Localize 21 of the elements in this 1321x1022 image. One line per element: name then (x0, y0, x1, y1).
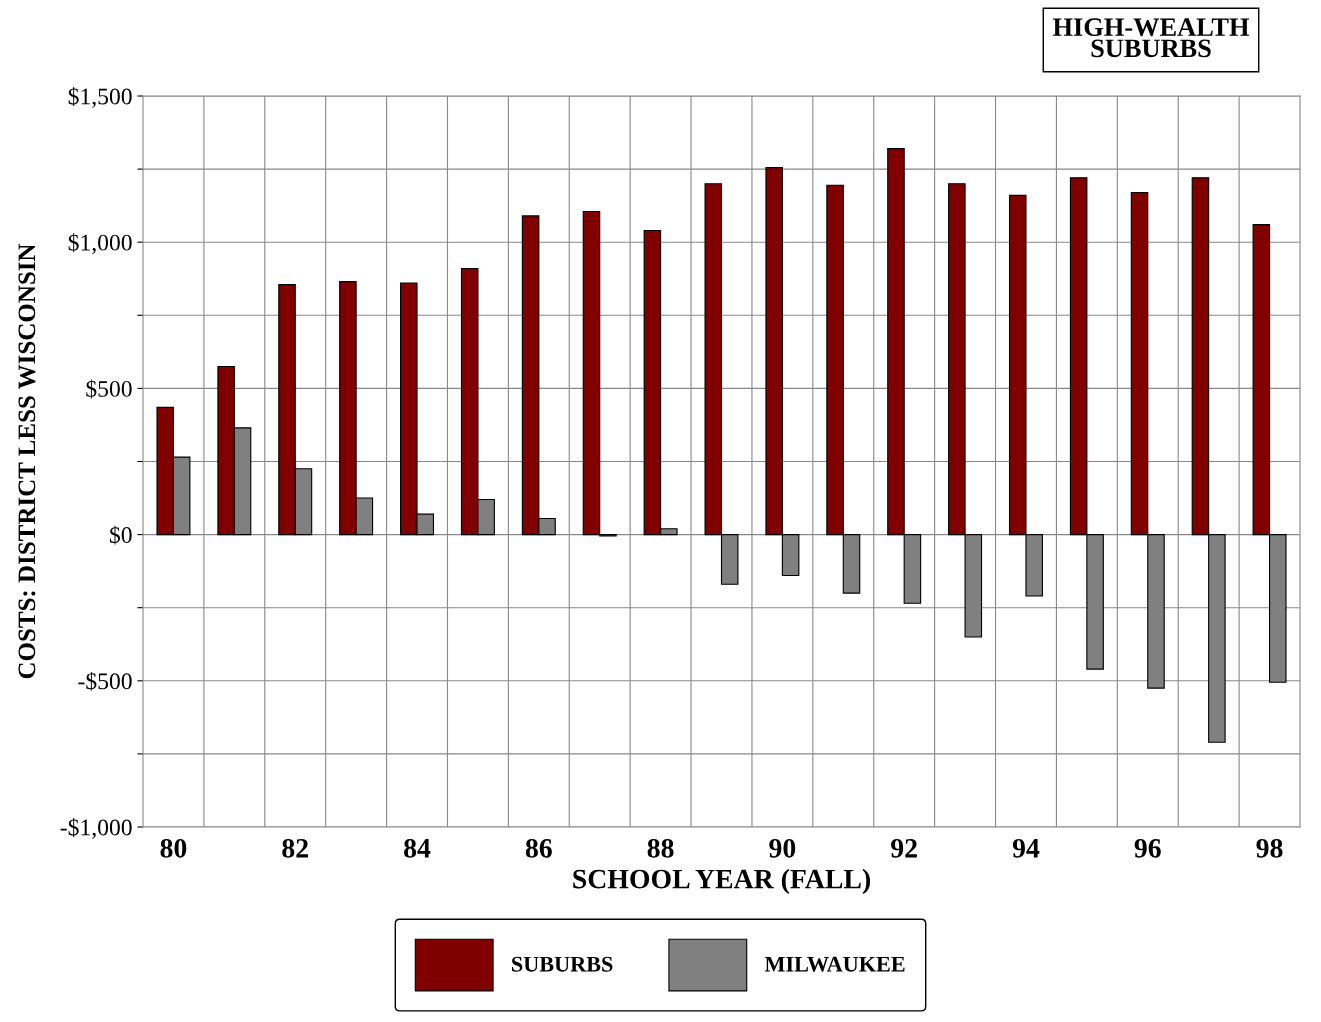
x-tick-label: 80 (160, 838, 187, 858)
x-tick-label: 90 (769, 838, 796, 858)
y-tick-label: $0 (109, 525, 132, 545)
legend-label: MILWAUKEE (764, 956, 905, 972)
x-tick-label: 94 (1012, 838, 1040, 858)
x-tick-label: 96 (1134, 838, 1161, 858)
legend-label: SUBURBS (512, 956, 613, 972)
y-tick-label: $1,000 (68, 233, 132, 255)
y-tick-label: -$500 (78, 671, 132, 691)
x-tick-label: 82 (282, 838, 308, 858)
x-axis-title: SCHOOL YEAR (FALL) (573, 868, 870, 895)
y-tick-label: $500 (86, 379, 132, 399)
x-tick-label: 84 (404, 838, 431, 858)
x-tick-label: 98 (1256, 838, 1283, 858)
y-axis-title: COSTS: DISTRICT LESS WISCONSIN (18, 243, 36, 679)
y-tick-label: $1,500 (68, 87, 132, 108)
x-tick-label: 92 (891, 838, 917, 858)
x-tick-label: 88 (647, 838, 674, 858)
chart-title: HIGH-WEALTH SUBURBS (1052, 18, 1250, 58)
y-tick-label: -$1,000 (60, 818, 132, 839)
x-tick-label: 86 (525, 838, 552, 858)
